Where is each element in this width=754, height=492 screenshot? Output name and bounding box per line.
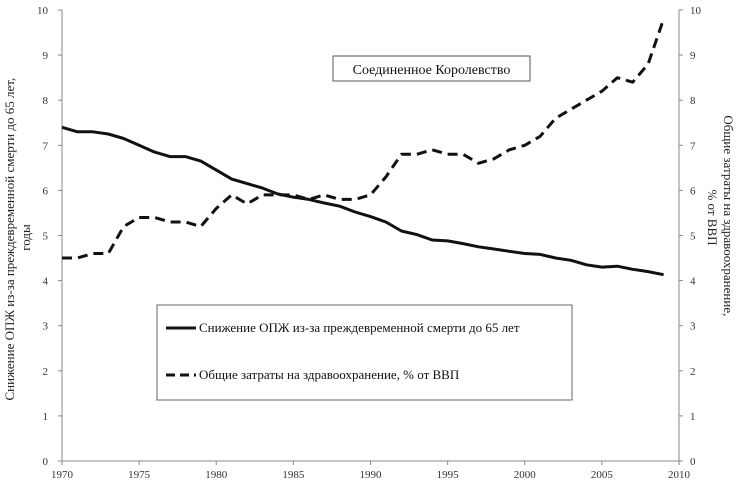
x-tick-label-6: 2000 bbox=[514, 469, 537, 481]
left-tick-label-6: 6 bbox=[43, 185, 49, 197]
left-y-axis-title: Снижение ОПЖ из-за преждевременной смерт… bbox=[2, 74, 33, 400]
left-tick-label-8: 8 bbox=[43, 95, 49, 107]
x-tick-label-3: 1985 bbox=[282, 469, 305, 481]
left-tick-label-7: 7 bbox=[43, 140, 49, 152]
right-tick-label-2: 2 bbox=[690, 366, 696, 378]
tick-layer: 0 1 2 3 4 5 6 7 8 9 10 0 1 2 3 4 5 6 7 8 9 10 1970 1975 1980 1985… bbox=[37, 5, 702, 481]
right-y-axis-title: Общие затраты на здравоохранение, % от В… bbox=[705, 115, 736, 319]
lifeloss-line bbox=[61, 125, 664, 277]
left-tick-label-4: 4 bbox=[43, 276, 49, 288]
right-tick-label-6: 6 bbox=[690, 185, 696, 197]
country-annotation-text: Соединенное Королевство bbox=[353, 63, 511, 78]
right-tick-label-4: 4 bbox=[690, 276, 696, 288]
x-tick-label-2: 1980 bbox=[205, 469, 228, 481]
left-tick-label-9: 9 bbox=[43, 50, 49, 62]
legend-box bbox=[156, 304, 573, 401]
left-tick-label-0: 0 bbox=[43, 456, 49, 468]
right-y-axis-title-line-1: Общие затраты на здравоохранение, bbox=[721, 115, 736, 316]
x-tick-label-1: 1975 bbox=[128, 469, 151, 481]
right-tick-label-0: 0 bbox=[690, 456, 696, 468]
left-tick-label-10: 10 bbox=[37, 5, 49, 17]
x-tick-label-0: 1970 bbox=[51, 469, 74, 481]
left-tick-label-3: 3 bbox=[43, 321, 49, 333]
x-tick-label-8: 2010 bbox=[668, 469, 691, 481]
left-tick-label-2: 2 bbox=[43, 366, 49, 378]
left-y-axis-title-line-1: Снижение ОПЖ из-за преждевременной смерт… bbox=[2, 78, 17, 401]
x-tick-label-7: 2005 bbox=[591, 469, 614, 481]
right-tick-label-10: 10 bbox=[690, 5, 702, 17]
legend-label-health-spending: Общие затраты на здравоохранение, % от В… bbox=[199, 367, 459, 382]
right-tick-label-5: 5 bbox=[690, 231, 696, 243]
right-tick-label-1: 1 bbox=[690, 411, 696, 423]
left-tick-label-5: 5 bbox=[43, 231, 49, 243]
right-tick-label-7: 7 bbox=[690, 140, 696, 152]
x-tick-label-5: 1995 bbox=[437, 469, 460, 481]
x-tick-label-4: 1990 bbox=[360, 469, 383, 481]
country-annotation: Соединенное Королевство bbox=[332, 55, 531, 82]
series-layer bbox=[61, 18, 666, 277]
health-spending-line bbox=[62, 18, 666, 260]
country-annotation-box bbox=[332, 55, 531, 82]
right-tick-label-3: 3 bbox=[690, 321, 696, 333]
right-y-axis-title-line-2: % от ВВП bbox=[705, 189, 720, 245]
right-tick-label-9: 9 bbox=[690, 50, 696, 62]
legend: Снижение ОПЖ из-за преждевременной смерт… bbox=[156, 304, 573, 401]
left-y-axis-title-line-2: годы bbox=[18, 224, 33, 251]
right-tick-label-8: 8 bbox=[690, 95, 696, 107]
left-tick-label-1: 1 bbox=[43, 411, 49, 423]
legend-label-lifeloss: Снижение ОПЖ из-за преждевременной смерт… bbox=[199, 320, 520, 335]
